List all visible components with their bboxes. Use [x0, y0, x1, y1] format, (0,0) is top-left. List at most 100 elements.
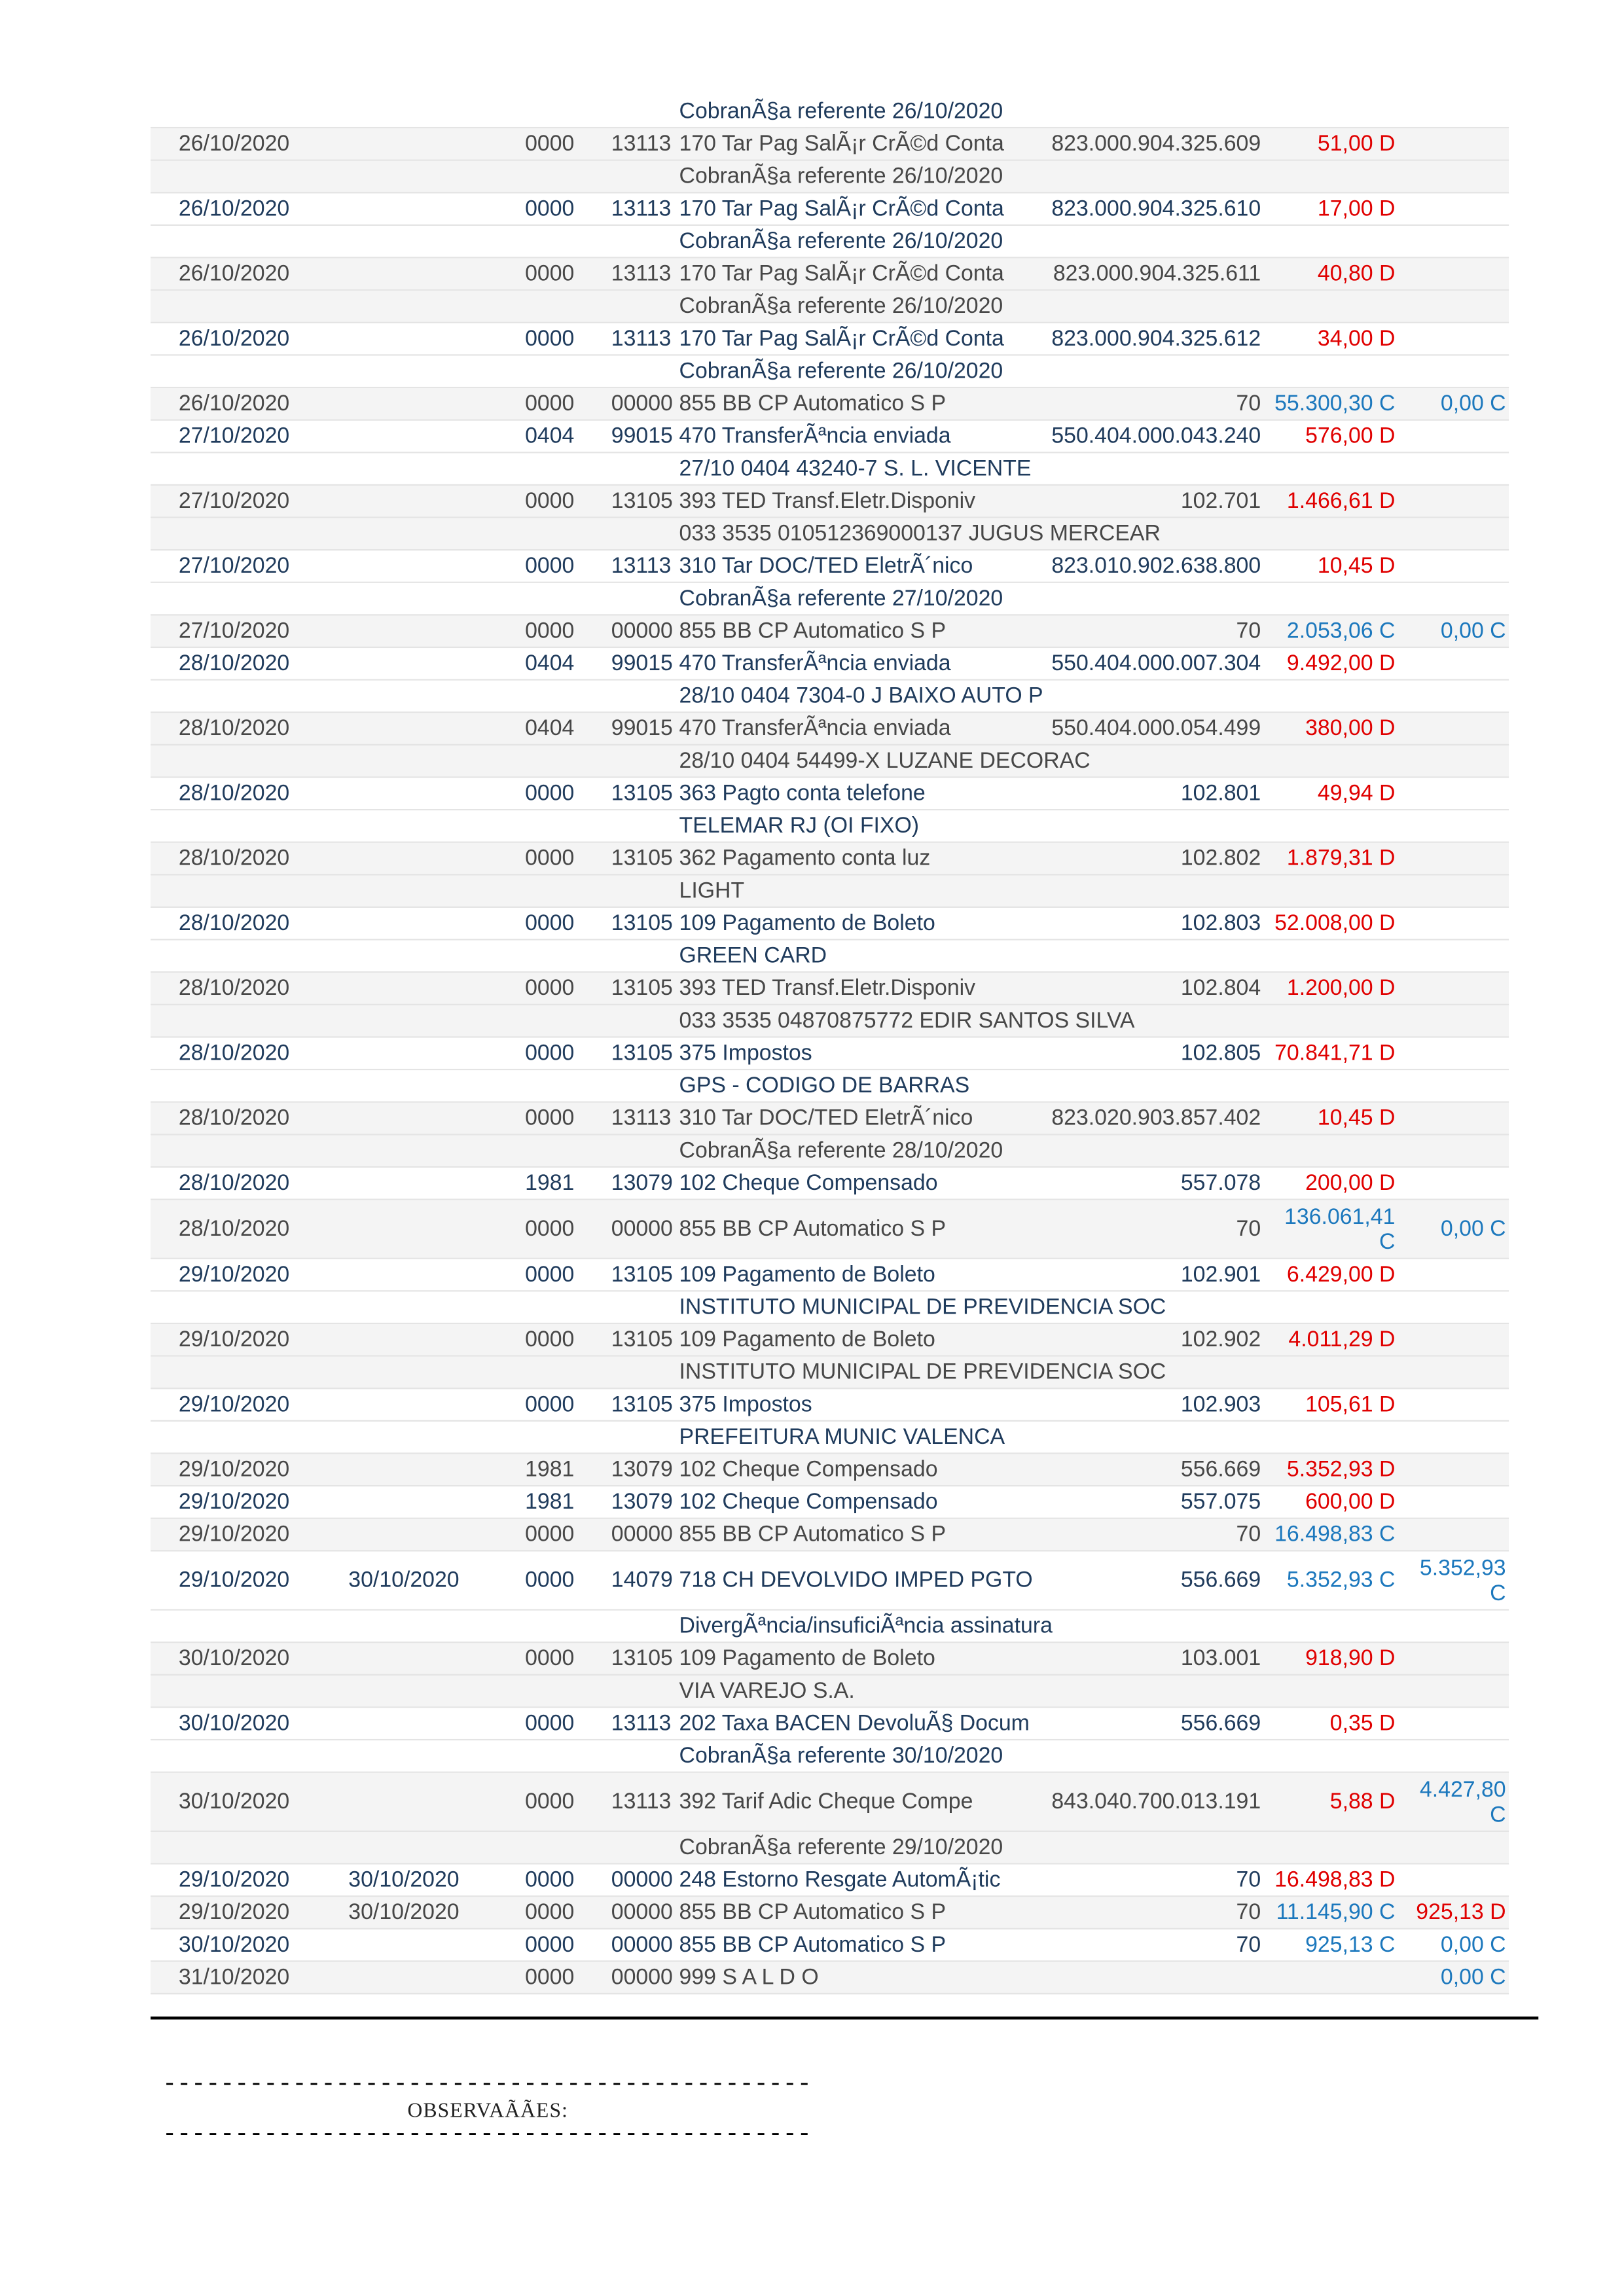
value-cell: 1.200,00 D — [1286, 975, 1396, 1001]
detail-text: CobranÃ§a referente 26/10/2020 — [679, 99, 1003, 124]
balance-cell — [1399, 550, 1506, 581]
date-cell: 29/10/2020 — [178, 1568, 290, 1593]
document-cell: 550.404.000.043.240 — [1051, 423, 1261, 449]
document-cell: 70 — [1236, 1867, 1261, 1893]
value-cell: 380,00 D — [1305, 715, 1396, 742]
value-cell: 55.300,30 C — [1274, 391, 1396, 417]
lot-cell: 00000 — [611, 1965, 673, 1990]
lot-cell: 99015 — [611, 423, 673, 449]
detail-row: CobranÃ§a referente 28/10/2020 — [151, 1135, 1509, 1168]
document-cell: 102.805 — [1180, 1041, 1261, 1066]
date-cell: 28/10/2020 — [178, 1041, 290, 1066]
agency-cell: 0000 — [525, 1216, 575, 1242]
date-cell: 29/10/2020 — [178, 1489, 290, 1515]
history-cell: 109 Pagamento de Boleto — [679, 1645, 935, 1672]
lot-cell: 13105 — [611, 910, 673, 936]
detail-text: LIGHT — [679, 878, 745, 904]
agency-cell: 0000 — [525, 1711, 575, 1736]
balance-cell — [1399, 1865, 1506, 1895]
value-cell: 200,00 D — [1305, 1170, 1396, 1196]
value-cell: 49,94 D — [1317, 781, 1396, 806]
value-cell: 5.352,93 C — [1286, 1568, 1396, 1593]
lot-cell: 13079 — [611, 1489, 673, 1515]
detail-row: DivergÃªncia/insuficiÃªncia assinatura — [151, 1610, 1509, 1643]
date-cell: 29/10/2020 — [178, 1327, 290, 1353]
detail-text: CobranÃ§a referente 27/10/2020 — [679, 586, 1003, 611]
history-cell: 248 Estorno Resgate AutomÃ¡tic — [679, 1867, 1001, 1893]
date-cell: 28/10/2020 — [178, 846, 290, 871]
date-cell: 26/10/2020 — [178, 131, 290, 157]
detail-row: GPS - CODIGO DE BARRAS — [151, 1070, 1509, 1103]
transaction-row: 31/10/2020 0000 00000 999 S A L D O 0,00 C — [151, 1962, 1509, 1995]
document-cell: 103.001 — [1180, 1645, 1261, 1672]
agency-cell: 0000 — [525, 1899, 575, 1926]
detail-text: 28/10 0404 7304-0 J BAIXO AUTO P — [679, 683, 1043, 709]
lot-cell: 13105 — [611, 1391, 673, 1418]
detail-row: TELEMAR RJ (OI FIXO) — [151, 810, 1509, 843]
lot-cell: 13079 — [611, 1170, 673, 1196]
balance-date-cell: 30/10/2020 — [348, 1899, 460, 1926]
balance-cell — [1399, 323, 1506, 354]
balance-cell: 0,00 C — [1440, 619, 1506, 644]
balance-cell — [1399, 1038, 1506, 1069]
value-cell: 0,35 D — [1329, 1711, 1396, 1736]
transaction-row: 29/10/2020 0000 13105 109 Pagamento de Bole… — [151, 1259, 1509, 1292]
date-cell: 27/10/2020 — [178, 553, 290, 579]
lot-cell: 13105 — [611, 1262, 673, 1287]
history-cell: 170 Tar Pag SalÃ¡r CrÃ©d Conta — [679, 196, 1004, 222]
dashed-divider-top: ----------------------------------------… — [162, 2070, 812, 2098]
detail-row: CobranÃ§a referente 27/10/2020 — [151, 583, 1509, 616]
transaction-row: 28/10/2020 0000 13113 310 Tar DOC/TED Eletr… — [151, 1102, 1509, 1136]
date-cell: 30/10/2020 — [178, 1645, 290, 1672]
dashed-divider-bottom: ----------------------------------------… — [162, 2119, 812, 2148]
history-cell: 470 TransferÃªncia enviada — [679, 651, 951, 677]
lot-cell: 00000 — [611, 619, 673, 644]
transaction-row: 28/10/2020 0404 99015 470 TransferÃªncia en… — [151, 648, 1509, 681]
value-cell: 6.429,00 D — [1286, 1262, 1396, 1287]
balance-cell — [1399, 486, 1506, 516]
lot-cell: 13105 — [611, 1327, 673, 1353]
value-cell: 40,80 D — [1317, 261, 1396, 287]
history-cell: 855 BB CP Automatico S P — [679, 1522, 947, 1547]
date-cell: 27/10/2020 — [178, 619, 290, 644]
balance-cell: 925,13 D — [1416, 1899, 1506, 1926]
detail-text: CobranÃ§a referente 29/10/2020 — [679, 1835, 1003, 1860]
transaction-row: 28/10/2020 0000 13105 393 TED Transf.Eletr.… — [151, 973, 1509, 1005]
transaction-row: 29/10/2020 30/10/2020 0000 14079 718 CH DEVO… — [151, 1551, 1509, 1611]
lot-cell: 13113 — [611, 131, 672, 157]
balance-date-cell: 30/10/2020 — [348, 1568, 460, 1593]
value-cell: 1.879,31 D — [1286, 846, 1396, 871]
value-cell: 52.008,00 D — [1274, 910, 1396, 936]
history-cell: 470 TransferÃªncia enviada — [679, 715, 951, 742]
lot-cell: 00000 — [611, 1522, 673, 1547]
history-cell: 109 Pagamento de Boleto — [679, 910, 935, 936]
lot-cell: 13113 — [611, 553, 672, 579]
detail-row: INSTITUTO MUNICIPAL DE PREVIDENCIA SOC — [151, 1356, 1509, 1390]
history-cell: 310 Tar DOC/TED EletrÃ´nico — [679, 1105, 973, 1131]
agency-cell: 0000 — [525, 1041, 575, 1066]
agency-cell: 0000 — [525, 1105, 575, 1131]
transaction-row: 29/10/2020 0000 13105 375 Impostos 102.903 10… — [151, 1389, 1509, 1422]
balance-cell — [1399, 973, 1506, 1003]
transaction-row: 27/10/2020 0000 13105 393 TED Transf.Eletr.… — [151, 486, 1509, 518]
lot-cell: 99015 — [611, 715, 673, 742]
document-cell: 70 — [1236, 1522, 1261, 1547]
value-cell: 16.498,83 D — [1274, 1867, 1396, 1893]
detail-row: CobranÃ§a referente 26/10/2020 — [151, 291, 1509, 323]
lot-cell: 13113 — [611, 1711, 672, 1736]
date-cell: 29/10/2020 — [178, 1262, 290, 1287]
transaction-row: 29/10/2020 1981 13079 102 Cheque Compensado… — [151, 1454, 1509, 1487]
transaction-row: 26/10/2020 0000 13113 170 Tar Pag SalÃ¡r Cr… — [151, 258, 1509, 291]
agency-cell: 1981 — [525, 1489, 575, 1515]
balance-cell — [1399, 1519, 1506, 1550]
date-cell: 29/10/2020 — [178, 1457, 290, 1482]
detail-text: CobranÃ§a referente 28/10/2020 — [679, 1138, 1003, 1164]
agency-cell: 0000 — [525, 488, 575, 514]
detail-row: 28/10 0404 54499-X LUZANE DECORAC — [151, 745, 1509, 778]
detail-row: CobranÃ§a referente 26/10/2020 — [151, 96, 1509, 129]
transaction-row: 26/10/2020 0000 13113 170 Tar Pag SalÃ¡r Cr… — [151, 323, 1509, 356]
balance-cell — [1399, 648, 1506, 679]
history-cell: 363 Pagto conta telefone — [679, 781, 926, 806]
transaction-row: 26/10/2020 0000 00000 855 BB CP Automatico … — [151, 388, 1509, 421]
detail-row: 033 3535 04870875772 EDIR SANTOS SILVA — [151, 1005, 1509, 1038]
